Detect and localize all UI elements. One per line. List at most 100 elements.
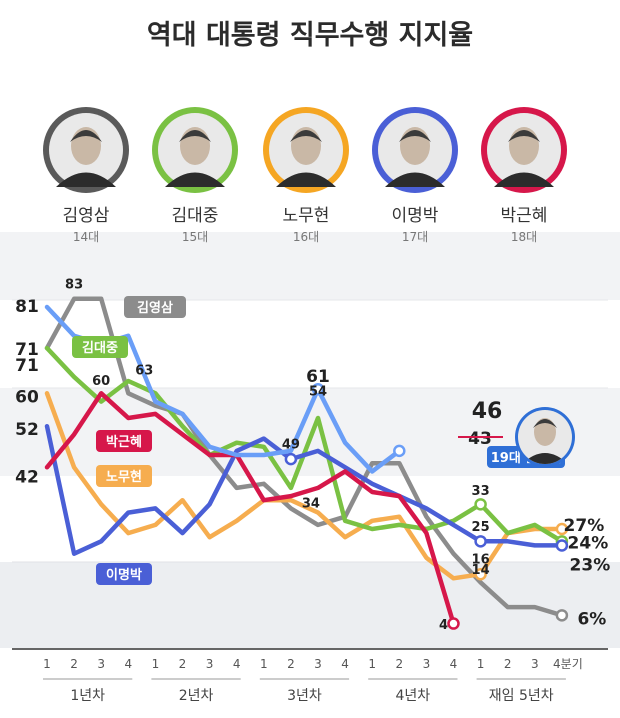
data-label: 81	[15, 297, 39, 317]
data-label: 34	[302, 497, 320, 512]
president-name: 이명박	[392, 206, 439, 226]
x-tick-label: 4	[124, 657, 132, 671]
x-tick-label: 2	[504, 657, 512, 671]
data-point	[555, 539, 569, 552]
x-tick-label: 2	[287, 657, 295, 671]
data-label: 4	[439, 618, 448, 633]
series-tag-bg	[72, 336, 128, 358]
series-tag-노무현: 노무현	[96, 465, 152, 487]
x-tick-label: 1	[152, 657, 160, 671]
president-name: 박근혜	[501, 206, 548, 226]
president-2: 김대중 15대	[152, 107, 238, 244]
hair-icon	[70, 130, 102, 142]
president-5: 박근혜 18대	[481, 107, 567, 244]
data-label: 61	[306, 367, 330, 387]
data-label: 25	[472, 520, 490, 535]
suit-icon	[56, 172, 116, 187]
president-term: 15대	[182, 230, 208, 244]
president-name: 노무현	[283, 206, 330, 226]
president-3: 노무현 16대	[263, 107, 349, 244]
data-point	[311, 382, 325, 396]
x-tick-label: 3	[206, 657, 214, 671]
suit-icon	[385, 172, 445, 187]
data-label: 49	[282, 438, 300, 453]
data-label: 54	[309, 385, 327, 400]
face-icon	[534, 418, 556, 446]
x-tick-label: 4분기	[553, 657, 583, 671]
president-name: 김영삼	[63, 206, 110, 226]
x-tick-label: 2	[179, 657, 187, 671]
current-approval: 46	[472, 399, 503, 424]
x-tick-label: 3	[531, 657, 539, 671]
data-label: 6%	[577, 609, 606, 629]
hair-icon	[508, 130, 540, 142]
data-label: 27%	[564, 516, 605, 536]
president-term: 18대	[511, 230, 537, 244]
data-label: 23%	[570, 555, 611, 575]
data-point	[474, 567, 487, 581]
band-top	[0, 232, 620, 300]
suit-icon	[165, 172, 225, 187]
x-tick-label: 3	[314, 657, 322, 671]
data-point	[474, 535, 487, 548]
data-label: 14	[472, 563, 490, 578]
president-term: 14대	[73, 230, 99, 244]
series-tag-bg	[96, 563, 152, 585]
suit-icon	[494, 172, 554, 187]
data-point	[393, 444, 406, 458]
data-point	[474, 498, 487, 511]
chart-title: 역대 대통령 직무수행 지지율	[147, 20, 473, 51]
president-name: 김대중	[172, 206, 219, 226]
x-tick-label: 3	[97, 657, 105, 671]
suit-icon	[276, 172, 336, 187]
data-point	[447, 617, 460, 630]
data-label: 71	[15, 356, 39, 376]
series-line-박근혜	[44, 391, 456, 626]
x-tick-label: 3	[423, 657, 431, 671]
hair-icon	[399, 130, 431, 142]
data-label: 16	[472, 553, 490, 568]
series-tag-김대중: 김대중	[72, 336, 128, 358]
series-tag-label: 박근혜	[106, 434, 142, 450]
data-label: 42	[15, 467, 39, 487]
data-label: 63	[135, 364, 153, 379]
x-tick-label: 4	[450, 657, 458, 671]
data-point	[555, 522, 569, 536]
x-tick-label: 4	[341, 657, 349, 671]
series-tag-bg	[124, 296, 186, 318]
series-tag-이명박: 이명박	[96, 563, 152, 585]
president-4: 이명박 17대	[372, 107, 458, 244]
x-tick-label: 4	[233, 657, 241, 671]
x-tick-label: 1	[43, 657, 51, 671]
data-label: 24%	[568, 533, 609, 553]
x-tick-label: 1	[477, 657, 485, 671]
data-label: 71	[15, 340, 39, 360]
data-point	[284, 452, 298, 466]
hair-icon	[533, 419, 557, 428]
series-tag-label: 노무현	[106, 469, 142, 485]
year-group-label: 1년차	[70, 688, 105, 704]
x-tick-label: 1	[260, 657, 268, 671]
series-tag-label: 이명박	[106, 567, 142, 583]
year-group-label: 3년차	[287, 688, 322, 704]
data-label: 33	[472, 484, 490, 499]
previous-approval: 43	[468, 429, 492, 449]
president-1: 김영삼 14대	[43, 107, 129, 244]
president-term: 17대	[402, 230, 428, 244]
president-term: 16대	[293, 230, 319, 244]
year-group-label: 2년차	[179, 688, 214, 704]
series-tag-bg	[96, 465, 152, 487]
series-tag-bg	[96, 430, 152, 452]
year-group-label: 4년차	[396, 688, 431, 704]
data-label: 83	[65, 277, 83, 292]
x-tick-label: 1	[368, 657, 376, 671]
series-tag-김영삼: 김영삼	[124, 296, 186, 318]
data-label: 52	[15, 420, 39, 440]
hair-icon	[290, 130, 322, 142]
data-label: 60	[92, 374, 110, 389]
x-tick-label: 2	[395, 657, 403, 671]
series-tag-박근혜: 박근혜	[96, 430, 152, 452]
series-tag-label: 김대중	[82, 341, 118, 356]
